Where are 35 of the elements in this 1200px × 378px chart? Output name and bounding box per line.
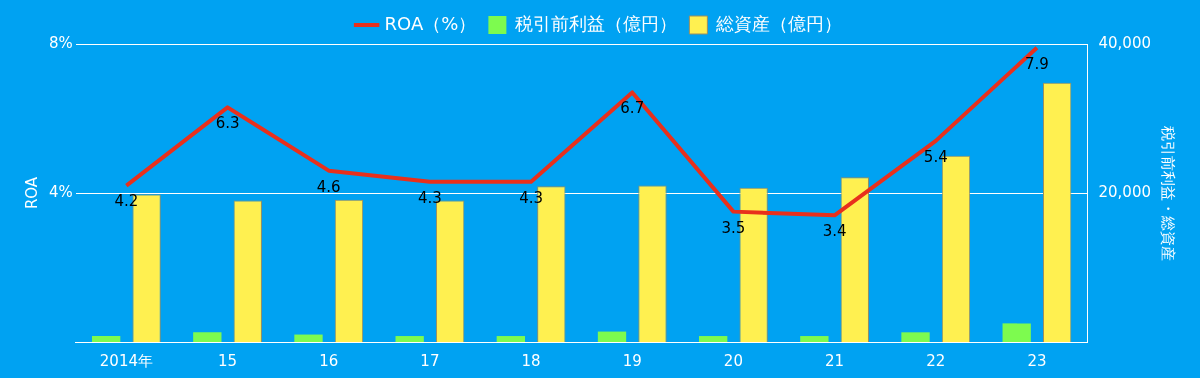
x-tick-label: 2014年 [99, 351, 153, 370]
x-tick-label: 21 [825, 351, 845, 370]
data-label: 4.3 [417, 188, 442, 207]
data-label: 6.7 [620, 99, 645, 118]
data-label: 4.6 [316, 177, 341, 196]
data-label: 6.3 [215, 114, 240, 133]
legend-label: 総資産（億円） [715, 12, 843, 34]
y2-tick-label: 20,000 [1098, 182, 1152, 201]
bar [901, 332, 930, 342]
x-tick-label: 23 [1027, 351, 1047, 370]
y2-axis-title: 税引前利益・総資産 [1159, 125, 1178, 261]
x-tick-label: 19 [622, 351, 642, 370]
data-label: 7.9 [1025, 54, 1049, 73]
bar [800, 336, 829, 342]
bar [91, 336, 121, 342]
x-tick-label: 22 [926, 351, 946, 370]
data-label: 5.4 [923, 147, 948, 166]
x-tick-label: 18 [521, 351, 541, 370]
y-tick-label: 4% [49, 182, 73, 201]
y-tick-label: 8% [49, 33, 73, 52]
y-axis-title: ROA [22, 176, 41, 210]
bar [294, 334, 323, 342]
x-tick-label: 17 [420, 351, 440, 370]
bar [395, 336, 424, 342]
bar [597, 331, 627, 342]
y2-tick-label: 40,000 [1098, 33, 1152, 52]
legend-label: ROA（%） [384, 12, 477, 34]
x-tick-label: 16 [319, 351, 339, 370]
bar [1002, 323, 1031, 342]
x-tick-label: 15 [218, 351, 238, 370]
bar [699, 336, 728, 342]
legend-label: 税引前利益（億円） [515, 12, 678, 34]
bar [496, 336, 525, 342]
bar [193, 332, 222, 342]
x-tick-label: 20 [723, 351, 743, 370]
